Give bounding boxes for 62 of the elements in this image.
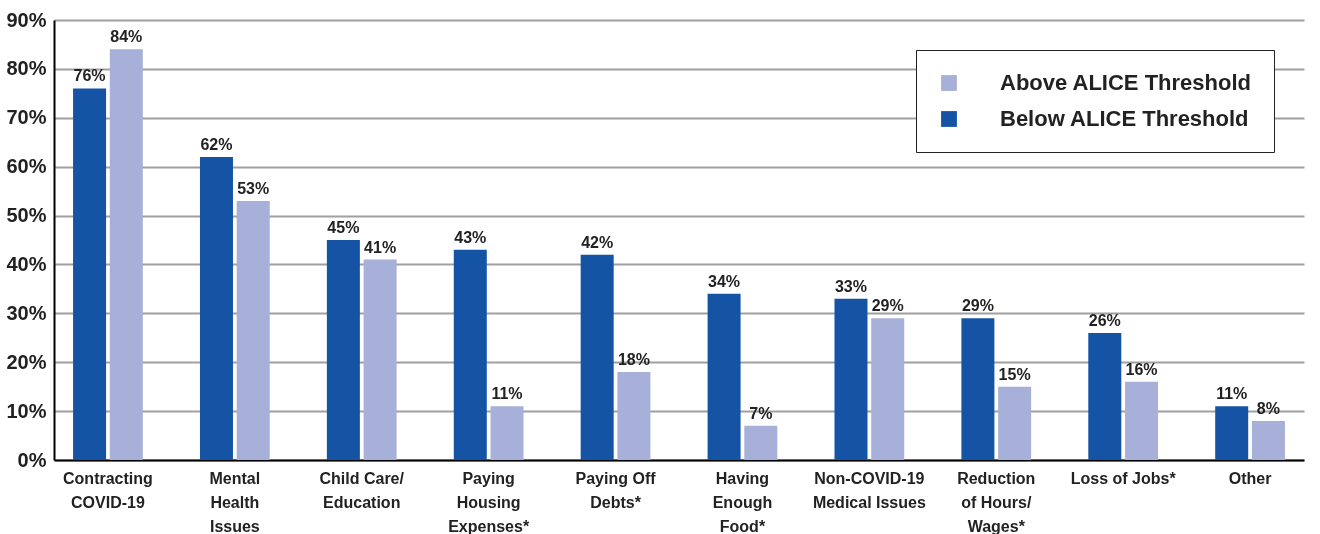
bar (871, 318, 905, 460)
y-tick-label: 20% (6, 350, 47, 373)
data-label: 76% (73, 67, 106, 85)
legend-label: Above ALICE Threshold (1000, 70, 1251, 95)
bar (744, 425, 778, 460)
bar (73, 88, 107, 460)
bar (490, 406, 524, 460)
data-label: 15% (998, 365, 1031, 383)
bar (998, 386, 1032, 460)
data-label: 11% (491, 385, 523, 403)
data-label: 33% (834, 277, 867, 295)
data-label: 45% (327, 219, 360, 236)
x-tick-label: Paying Off Debts* (575, 469, 657, 511)
data-label: 42% (581, 233, 614, 251)
data-label: 18% (617, 351, 650, 368)
bar (453, 249, 487, 460)
data-label: 29% (961, 297, 994, 315)
x-tick-label: Having Enough Food* (712, 469, 773, 534)
bar (961, 318, 995, 460)
y-tick-label: 80% (6, 57, 47, 80)
data-label: 7% (749, 404, 773, 422)
y-tick-label: 0% (17, 448, 47, 471)
bar (236, 200, 270, 460)
data-label: 16% (1125, 360, 1158, 378)
y-tick-label: 60% (6, 155, 47, 178)
x-tick-label: Contracting COVID-19 (63, 469, 153, 511)
bar (1088, 332, 1122, 460)
x-tick-label: Child Care/ Education (319, 469, 405, 511)
data-label: 34% (708, 272, 741, 290)
data-label: 26% (1088, 311, 1121, 329)
bar (199, 156, 233, 460)
data-label: 41% (364, 238, 397, 256)
y-tick-label: 30% (6, 301, 47, 324)
data-label: 8% (1256, 399, 1280, 417)
bar (1125, 381, 1159, 460)
x-tick-label: Mental Health Issues (209, 469, 261, 534)
x-tick-label: Other (1228, 469, 1272, 487)
y-tick-label: 90% (6, 8, 47, 31)
y-tick-label: 10% (6, 399, 47, 422)
y-tick-label: 40% (6, 252, 47, 275)
bar (617, 372, 651, 460)
x-tick-label: Paying Housing Expenses* (448, 469, 530, 534)
bar (834, 298, 868, 460)
data-label: 43% (454, 228, 487, 246)
bar (109, 49, 143, 460)
data-label: 29% (871, 297, 904, 315)
y-tick-label: 70% (6, 106, 47, 129)
legend-label: Below ALICE Threshold (1000, 106, 1249, 131)
bar (707, 293, 741, 460)
bar (326, 240, 360, 460)
y-tick-label: 50% (6, 204, 47, 227)
x-tick-label: Loss of Jobs* (1070, 469, 1177, 487)
x-tick-label: Non-COVID-19 Medical Issues (812, 469, 926, 511)
data-label: 62% (200, 135, 233, 153)
data-label: 53% (237, 179, 270, 197)
data-label: 11% (1216, 385, 1248, 403)
bar (363, 259, 397, 460)
data-label: 84% (110, 28, 143, 46)
bar (580, 254, 614, 460)
bar (1251, 420, 1285, 460)
bar (1215, 406, 1249, 460)
x-tick-label: Reduction of Hours/ Wages* (957, 469, 1036, 534)
